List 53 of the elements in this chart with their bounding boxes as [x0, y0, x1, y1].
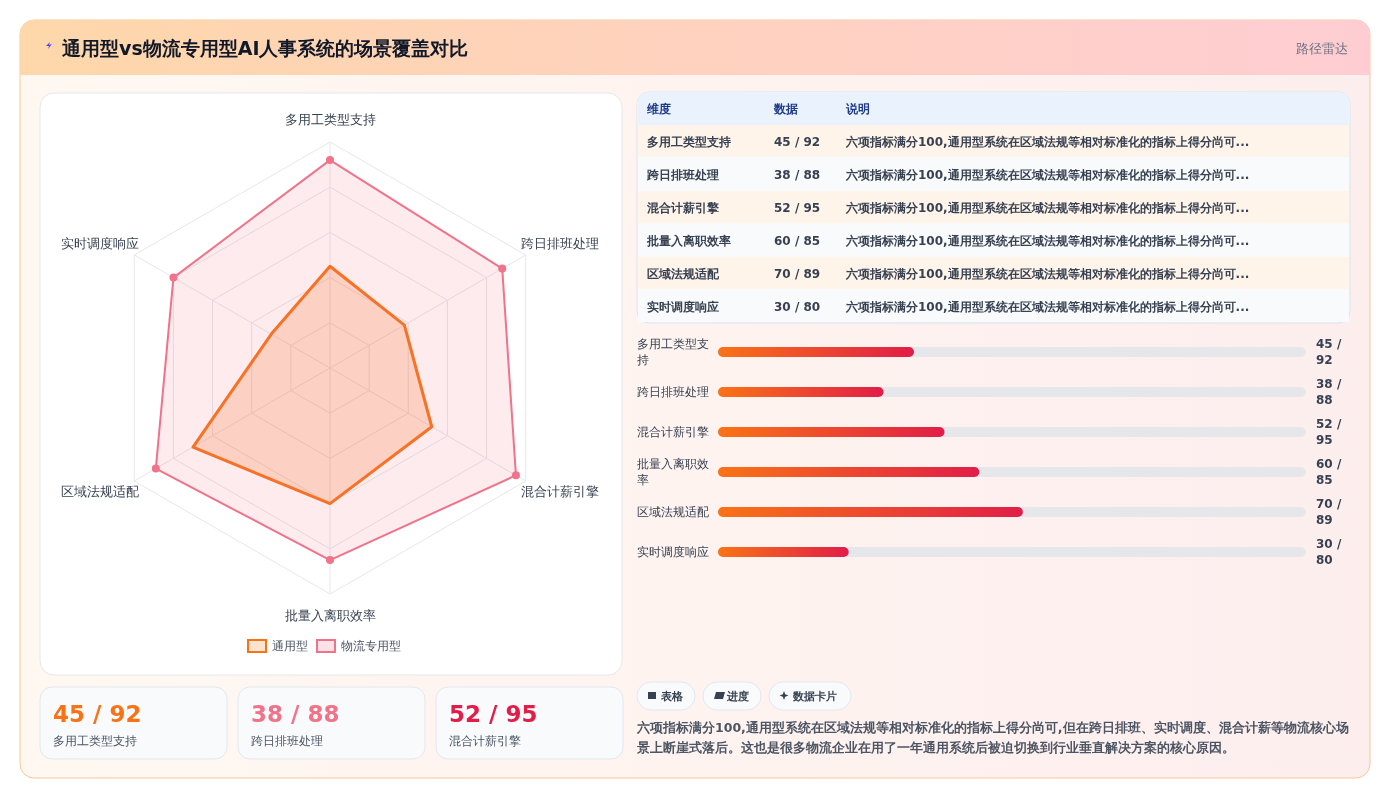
text: 数据 — [773, 102, 798, 116]
text: 表格 — [660, 690, 684, 703]
spoke-label: 跨日排班处理 — [520, 236, 599, 251]
text: 混合计薪引擎 — [646, 201, 720, 215]
y-tick-label: 跨日排班处理 — [637, 385, 709, 399]
text: 六项指标满分100,通用型系统在区域法规等相对标准化的指标上得分尚可... — [845, 234, 1250, 248]
text: 六项指标满分100,通用型系统在区域法规等相对标准化的指标上得分尚可... — [845, 267, 1250, 281]
spoke-label: 混合计薪引擎 — [520, 484, 599, 499]
text: 六项指标满分100,通用型系统在区域法规等相对标准化的指标上得分尚可... — [845, 300, 1250, 314]
data-label: 52 / 95 — [1316, 417, 1342, 447]
data-label: 70 / 89 — [1316, 497, 1342, 527]
y-tick-label: 区域法规适配 — [637, 505, 709, 519]
text: 多用工类型支持 — [647, 135, 731, 149]
text: 混合计薪引擎 — [449, 734, 521, 748]
text: 进度 — [726, 690, 749, 703]
text: 38 / 88 — [251, 701, 340, 727]
text: 跨日排班处理 — [646, 168, 719, 182]
spoke-label: 区域法规适配 — [61, 484, 140, 499]
text: 六项指标满分100,通用型系统在区域法规等相对标准化的指标上得分尚可... — [845, 201, 1250, 215]
y-tick-label: 多用工类型支持 — [637, 337, 709, 367]
text: 30 / 80 — [774, 300, 821, 314]
text: 维度 — [646, 102, 671, 116]
legend-label: 通用型 — [272, 639, 308, 653]
text: 批量入离职效率 — [646, 234, 731, 248]
spoke-label: 批量入离职效率 — [284, 608, 376, 623]
data-label: 38 / 88 — [1316, 377, 1342, 407]
text: 六项指标满分100,通用型系统在区域法规等相对标准化的指标上得分尚可... — [845, 135, 1250, 149]
legend-label: 物流专用型 — [341, 639, 401, 653]
data-label: 60 / 85 — [1316, 457, 1342, 487]
text: 多用工类型支持 — [53, 734, 137, 748]
spoke-label: 实时调度响应 — [61, 236, 140, 251]
data-label: 45 / 92 — [1316, 337, 1342, 367]
text: 跨日排班处理 — [251, 734, 323, 748]
text: 45 / 92 — [53, 701, 142, 727]
text: 路径雷达 — [1296, 41, 1348, 56]
text: 通用型vs物流专用型AI人事系统的场景覆盖对比 — [61, 37, 469, 59]
data-label: 30 / 80 — [1316, 537, 1342, 567]
text: 38 / 88 — [774, 168, 821, 182]
text: 实时调度响应 — [647, 300, 719, 314]
text: 60 / 85 — [774, 234, 821, 248]
y-tick-label: 实时调度响应 — [637, 545, 709, 559]
text: 52 / 95 — [774, 201, 821, 215]
y-tick-label: 批量入离职效率 — [637, 457, 709, 487]
text: 45 / 92 — [774, 135, 821, 149]
spoke-label: 多用工类型支持 — [284, 112, 376, 127]
text: 六项指标满分100,通用型系统在区域法规等相对标准化的指标上得分尚可,但在跨日排班、实时调度、混合计薪等物流核心场景上断崖式落后。这也是很多物流企业在用了一年通用系统后被迫切换到行业垂直解决方案的核心原因。 — [637, 719, 1350, 757]
text: 说明 — [845, 102, 870, 116]
text: 区域法规适配 — [647, 267, 720, 281]
text: 70 / 89 — [774, 267, 821, 281]
text: 52 / 95 — [449, 701, 538, 727]
text: 六项指标满分100,通用型系统在区域法规等相对标准化的指标上得分尚可... — [845, 168, 1250, 182]
text: 数据卡片 — [792, 690, 837, 703]
y-tick-label: 混合计薪引擎 — [637, 425, 709, 439]
